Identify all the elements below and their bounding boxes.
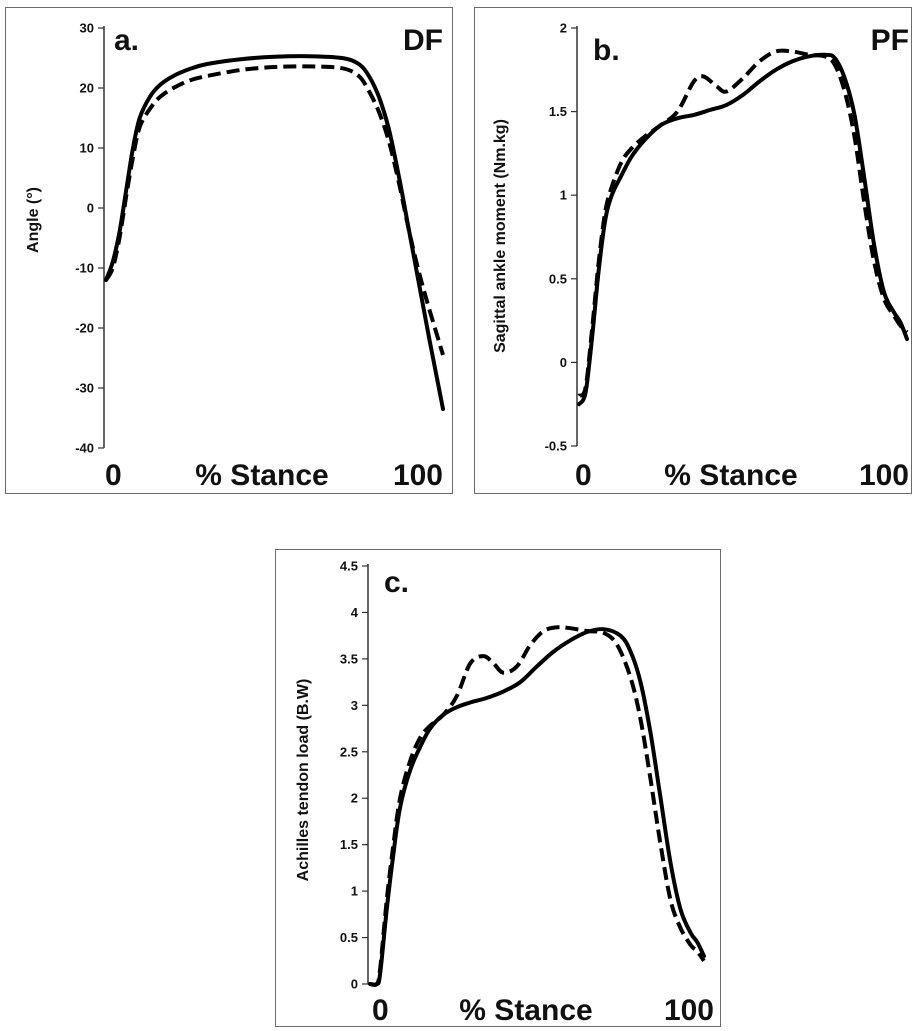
y-tick-label: 4 xyxy=(351,605,359,620)
x-axis-label-b: % Stance xyxy=(664,459,797,492)
corner-label-df: DF xyxy=(403,24,443,57)
y-tick-label: 1 xyxy=(351,884,358,899)
chart-b-svg: 2 1.5 1 0.5 0 -0.5 b. PF Sagittal ankle momen… xyxy=(492,21,909,492)
panel-letter-a: a. xyxy=(114,24,139,57)
y-tick-label: -40 xyxy=(75,441,94,456)
x-axis-label-c: % Stance xyxy=(459,994,592,1027)
y-tick-label: 4.5 xyxy=(340,559,358,574)
series-line-dashed xyxy=(369,625,706,988)
chart-panel-b: 2 1.5 1 0.5 0 -0.5 b. PF Sagittal ankle momen… xyxy=(474,7,912,494)
y-axis-label-c: Achilles tendon load (B.W) xyxy=(295,679,312,882)
chart-panel-c: 4.5 4 3.5 3 2.5 2 1.5 1 0.5 0 c. Achilles tendon … xyxy=(275,549,721,1027)
chart-a-ticks: 30 20 10 0 -10 -20 -30 -40 xyxy=(75,21,104,456)
y-tick-label: 1.5 xyxy=(549,104,567,119)
y-tick-label: 10 xyxy=(80,141,94,156)
y-tick-label: 1 xyxy=(560,188,567,203)
series-line-dashed xyxy=(577,48,909,398)
chart-c-svg: 4.5 4 3.5 3 2.5 2 1.5 1 0.5 0 c. Achilles tendon … xyxy=(295,559,714,1028)
series-line-solid xyxy=(104,54,445,411)
chart-b-ticks: 2 1.5 1 0.5 0 -0.5 xyxy=(545,21,577,454)
panel-letter-c: c. xyxy=(384,566,409,599)
y-tick-label: 0 xyxy=(87,201,94,216)
y-tick-label: 3.5 xyxy=(340,651,358,666)
x-start-label-c: 0 xyxy=(372,994,389,1027)
series-line-dashed xyxy=(104,64,445,356)
panel-letter-b: b. xyxy=(593,34,620,67)
y-tick-label: 30 xyxy=(80,21,94,36)
x-end-label-b: 100 xyxy=(859,459,909,492)
y-tick-label: -20 xyxy=(75,321,94,336)
x-end-label-a: 100 xyxy=(393,459,443,492)
y-tick-label: -30 xyxy=(75,381,94,396)
chart-c-ticks: 4.5 4 3.5 3 2.5 2 1.5 1 0.5 0 xyxy=(340,559,368,992)
y-axis-label-a: Angle (°) xyxy=(25,187,42,253)
x-end-label-c: 100 xyxy=(664,994,714,1027)
chart-c-lines xyxy=(368,625,706,988)
chart-a-lines xyxy=(104,54,445,411)
y-tick-label: -0.5 xyxy=(545,439,567,454)
y-tick-label: -10 xyxy=(75,261,94,276)
y-tick-label: 2 xyxy=(560,21,567,36)
y-tick-label: 0.5 xyxy=(549,271,567,286)
y-tick-label: 2.5 xyxy=(340,744,358,759)
corner-label-pf: PF xyxy=(871,24,909,57)
series-line-solid xyxy=(368,627,706,987)
y-tick-label: 2 xyxy=(351,791,358,806)
y-axis-label-b: Sagittal ankle moment (Nm.kg) xyxy=(492,119,509,353)
y-tick-label: 3 xyxy=(351,698,358,713)
chart-b-lines xyxy=(577,48,909,407)
y-tick-label: 0 xyxy=(351,977,358,992)
y-tick-label: 0.5 xyxy=(340,930,358,945)
y-tick-label: 20 xyxy=(80,81,94,96)
y-tick-label: 0 xyxy=(560,355,567,370)
x-start-label-b: 0 xyxy=(575,459,592,492)
x-start-label-a: 0 xyxy=(105,459,122,492)
chart-panel-a: 30 20 10 0 -10 -20 -30 -40 a. DF Angle (°) 0 % … xyxy=(5,7,453,494)
series-line-solid xyxy=(577,52,909,407)
y-tick-label: 1.5 xyxy=(340,837,358,852)
x-axis-label-a: % Stance xyxy=(195,459,328,492)
